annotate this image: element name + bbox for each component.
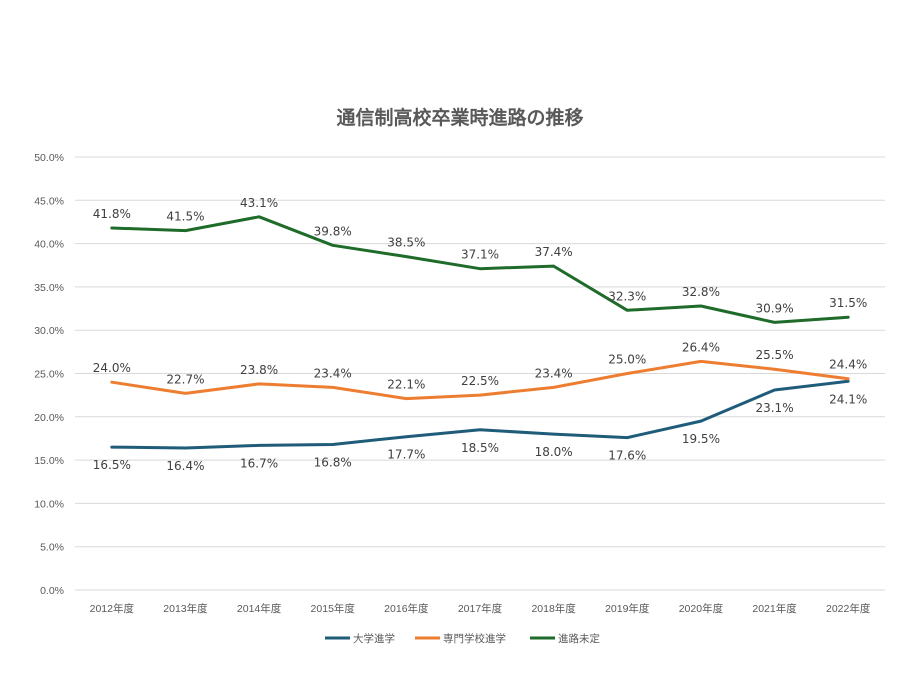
data-label: 26.4% — [682, 340, 720, 354]
legend-label: 進路未定 — [558, 632, 600, 645]
data-label: 22.7% — [166, 372, 204, 386]
y-tick-label: 0.0% — [40, 585, 64, 597]
series-line-1 — [110, 359, 850, 401]
data-label: 43.1% — [240, 196, 278, 210]
x-tick-label: 2018年度 — [531, 602, 576, 615]
data-label: 41.5% — [166, 210, 204, 224]
data-label: 22.5% — [461, 374, 499, 388]
legend-label: 専門学校進学 — [443, 632, 506, 645]
y-tick-label: 20.0% — [34, 412, 64, 424]
data-label: 23.8% — [240, 363, 278, 377]
data-label: 23.4% — [314, 366, 352, 380]
data-label: 32.3% — [608, 289, 646, 303]
y-tick-label: 40.0% — [34, 239, 64, 251]
x-tick-label: 2019年度 — [605, 602, 650, 615]
data-label: 23.1% — [755, 401, 793, 415]
y-tick-label: 25.0% — [34, 369, 64, 381]
data-label: 38.5% — [387, 236, 425, 250]
data-label: 24.4% — [829, 358, 867, 372]
data-label: 41.8% — [93, 207, 131, 221]
data-labels: 16.5% 16.4% 16.7% 16.8% 17.7% 18.5% 18.0% 17.6%… — [93, 196, 867, 473]
y-tick-label: 10.0% — [34, 498, 64, 510]
data-label: 30.9% — [755, 301, 793, 315]
data-label: 39.8% — [314, 224, 352, 238]
data-label: 16.5% — [93, 458, 131, 472]
data-label: 23.4% — [535, 366, 573, 380]
data-label: 16.8% — [314, 456, 352, 470]
y-tick-label: 50.0% — [34, 152, 64, 164]
series-lines — [110, 215, 850, 450]
y-axis-ticks: 0.0% 5.0% 10.0% 15.0% 20.0% 25.0% 30.0% 35.0% 40… — [34, 152, 64, 597]
data-label: 32.8% — [682, 285, 720, 299]
x-tick-label: 2014年度 — [237, 602, 282, 615]
data-label: 25.0% — [608, 353, 646, 367]
data-label: 31.5% — [829, 296, 867, 310]
x-tick-label: 2021年度 — [752, 602, 797, 615]
x-tick-label: 2016年度 — [384, 602, 429, 615]
chart-title: 通信制高校卒業時進路の推移 — [336, 106, 583, 129]
x-axis-ticks: 2012年度 2013年度 2014年度 2015年度 2016年度 2017年度 2018… — [90, 602, 871, 615]
series-line-0 — [110, 379, 850, 450]
series-line-2 — [110, 215, 850, 324]
data-label: 17.6% — [608, 449, 646, 463]
y-tick-label: 35.0% — [34, 282, 64, 294]
data-label: 18.0% — [535, 445, 573, 459]
data-label: 22.1% — [387, 378, 425, 392]
x-tick-label: 2012年度 — [90, 602, 135, 615]
y-tick-label: 30.0% — [34, 325, 64, 337]
data-label: 18.5% — [461, 441, 499, 455]
legend-label: 大学進学 — [353, 632, 395, 645]
data-label: 37.1% — [461, 248, 499, 262]
data-label: 17.7% — [387, 448, 425, 462]
data-label: 24.1% — [829, 392, 867, 406]
data-label: 16.7% — [240, 456, 278, 470]
data-label: 24.0% — [93, 361, 131, 375]
x-tick-label: 2020年度 — [679, 602, 724, 615]
y-tick-label: 45.0% — [34, 195, 64, 207]
y-tick-label: 15.0% — [34, 455, 64, 467]
x-tick-label: 2017年度 — [458, 602, 503, 615]
x-tick-label: 2013年度 — [163, 602, 208, 615]
x-tick-label: 2022年度 — [826, 602, 871, 615]
gridlines — [75, 156, 885, 591]
data-label: 16.4% — [166, 459, 204, 473]
x-tick-label: 2015年度 — [311, 602, 356, 615]
data-label: 25.5% — [755, 348, 793, 362]
y-tick-label: 5.0% — [40, 542, 64, 554]
data-label: 37.4% — [535, 245, 573, 259]
data-label: 19.5% — [682, 432, 720, 446]
legend: 大学進学 専門学校進学 進路未定 — [325, 632, 600, 645]
